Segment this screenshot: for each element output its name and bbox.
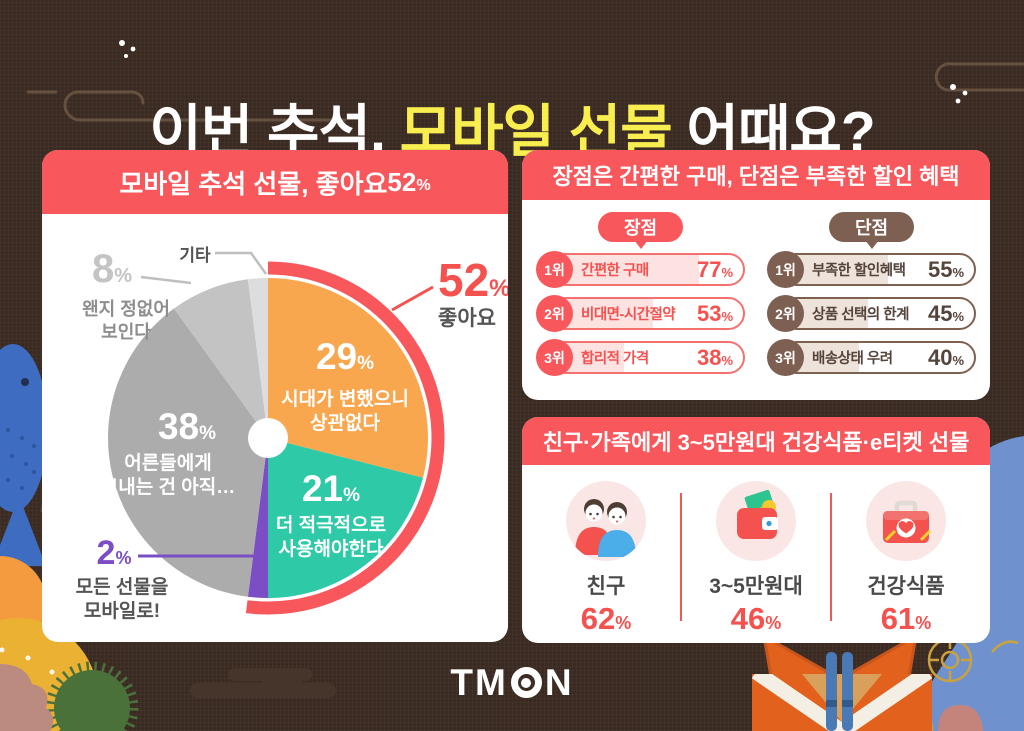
rank-badge: 1위	[536, 251, 573, 288]
rank-badge: 3위	[767, 339, 804, 376]
gift-decoration	[752, 633, 932, 731]
pie-slice	[247, 438, 268, 598]
rank-pill: 배송상태 우려 40%	[780, 341, 976, 374]
wallet-icon	[716, 481, 796, 561]
cons-column: 단점 부족한 할인혜택 55% 1위 상품 선택의 한계 45% 2위 배송상태 우…	[767, 200, 976, 376]
pink-scallop-decoration	[0, 664, 54, 731]
pie-slice	[268, 278, 429, 478]
pie-label-8pct-desc: 왠지 정없어 보인다	[82, 299, 170, 342]
stat-value: 61%	[880, 601, 932, 636]
stat-divider	[680, 493, 682, 621]
stat-value: 46%	[730, 601, 782, 636]
pie-label-2pct-desc: 모든 선물을 모바일로!	[75, 577, 169, 622]
stat-value: 62%	[580, 601, 632, 636]
tmon-logo-left: TM	[450, 662, 508, 703]
pie-header-value: 52	[387, 166, 417, 197]
pie-label-52pct: 52% 좋아요	[438, 254, 508, 330]
pros-badge: 장점	[597, 212, 684, 242]
stat-divider	[830, 493, 832, 621]
rank-badge: 3위	[536, 339, 573, 376]
ranks-card-header: 장점은 간편한 구매, 단점은 부족한 할인 혜택	[522, 150, 990, 200]
pie-slice	[268, 438, 423, 598]
pros-rank-row-2: 비대면-시간절약 53% 2위	[536, 295, 745, 332]
pie-label-8pct: 8%	[91, 247, 133, 291]
pie-center-hole	[248, 418, 288, 458]
health-box-icon	[866, 481, 946, 561]
tmon-logo-right: N	[544, 662, 574, 703]
pie-label-38pct-desc: 어른들에게 보내는 건 아직…	[100, 453, 236, 498]
cloud-shape-bottom	[190, 668, 336, 698]
cons-rank-row-1: 부족한 할인혜택 55% 1위	[767, 251, 976, 288]
chestnut-burr-decoration	[45, 661, 139, 731]
pie-label-etc: 기타	[179, 246, 211, 265]
pie-header-text: 모바일 추석 선물, 좋아요	[119, 168, 388, 199]
pie-header-pct-symbol: %	[416, 175, 431, 194]
pros-column: 장점 간편한 구매 77% 1위 비대면-시간절약 53% 2위 합리적 가격 38%	[536, 200, 745, 376]
pink-corner-decoration	[938, 705, 983, 731]
rank-badge: 2위	[536, 295, 573, 332]
rank-pill: 상품 선택의 한계 45%	[780, 297, 976, 330]
pros-rank-row-3: 합리적 가격 38% 3위	[536, 339, 745, 376]
rank-pill: 간편한 구매 77%	[549, 253, 745, 286]
stats-card-header: 친구·가족에게 3~5만원대 건강식품·e티켓 선물	[522, 417, 990, 465]
pie-highlight-arc	[245, 261, 445, 615]
tmon-logo: TM N	[0, 662, 1024, 704]
pie-chart	[108, 251, 445, 615]
cons-badge: 단점	[828, 212, 915, 242]
pie-slice	[173, 279, 268, 438]
rank-pill: 부족한 할인혜택 55%	[780, 253, 976, 286]
friends-icon	[566, 481, 646, 561]
ranks-card: 장점은 간편한 구매, 단점은 부족한 할인 혜택 장점 간편한 구매 77% 1…	[522, 150, 990, 400]
rank-badge: 1위	[767, 251, 804, 288]
cons-rank-row-2: 상품 선택의 한계 45% 2위	[767, 295, 976, 332]
rank-pill: 합리적 가격 38%	[549, 341, 745, 374]
rank-badge: 2위	[767, 295, 804, 332]
stat-price-range: 3~5만원대 46%	[682, 481, 830, 637]
pros-rank-row-1: 간편한 구매 77% 1위	[536, 251, 745, 288]
cloud-line-topleft	[26, 90, 347, 122]
stat-label: 3~5만원대	[709, 575, 803, 598]
stats-card: 친구·가족에게 3~5만원대 건강식품·e티켓 선물	[522, 417, 990, 643]
pie-label-29pct: 29%	[315, 336, 375, 377]
pie-label-21pct-desc: 더 적극적으로 사용해야한다	[275, 515, 387, 560]
dots-topleft	[119, 40, 136, 58]
tmon-o-icon	[510, 667, 542, 698]
stat-health-food: 건강식품 61%	[832, 481, 980, 637]
stat-friends: 친구 62%	[532, 481, 680, 637]
cloud-line-topright	[934, 62, 1024, 92]
pie-card: 모바일 추석 선물, 좋아요 52% 기타 8% 왠지 정없어 보인다 52% …	[42, 150, 508, 642]
pie-label-2pct: 2%	[96, 534, 132, 572]
pie-slice	[108, 308, 269, 597]
fish-decoration	[0, 344, 48, 566]
pie-label-38pct: 38%	[157, 406, 217, 447]
stat-label: 친구	[586, 575, 626, 598]
leader-lines	[138, 251, 434, 558]
dots-topright	[950, 84, 968, 104]
cons-rank-row-3: 배송상태 우려 40% 3위	[767, 339, 976, 376]
pie-card-header: 모바일 추석 선물, 좋아요 52%	[42, 150, 508, 214]
rank-pill: 비대면-시간절약 53%	[549, 297, 745, 330]
pie-label-21pct: 21%	[301, 468, 361, 509]
pie-label-29pct-desc: 시대가 변했으니 상관없다	[281, 389, 409, 434]
pie-slice	[247, 278, 268, 438]
stat-label: 건강식품	[867, 575, 945, 598]
